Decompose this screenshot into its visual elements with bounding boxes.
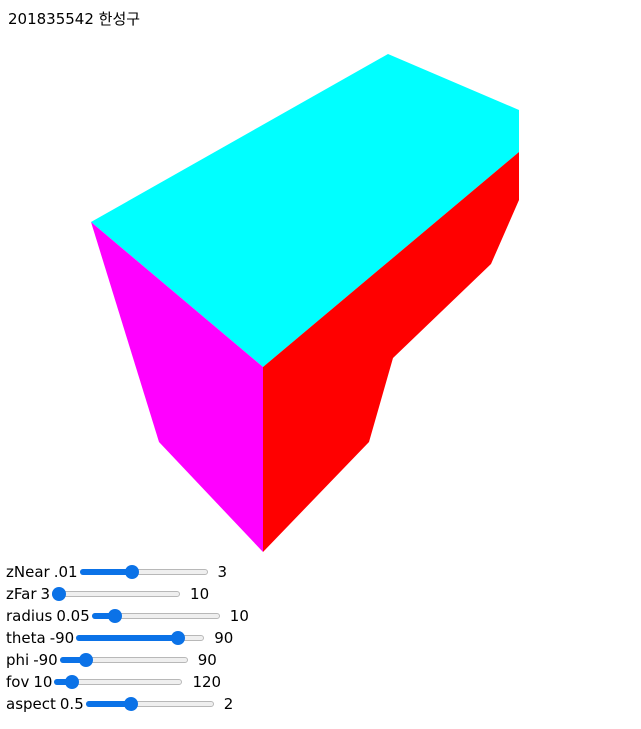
phi-slider[interactable] xyxy=(59,649,188,671)
right-face xyxy=(263,152,519,552)
aspect-slider-thumb[interactable] xyxy=(123,697,138,711)
aspect-min-label: 0.5 xyxy=(59,695,84,713)
fov-row: fov 10 120 xyxy=(6,671,249,693)
slider-controls: zNear .01 3 zFar 3 10 radius 0.05 10 the… xyxy=(6,561,249,715)
phi-min-label: -90 xyxy=(33,651,58,669)
radius-label: radius xyxy=(6,607,53,625)
fov-slider-thumb[interactable] xyxy=(64,675,79,689)
theta-min-label: -90 xyxy=(49,629,75,647)
fov-label: fov xyxy=(6,673,30,691)
znear-slider[interactable] xyxy=(79,561,208,583)
zfar-max-label: 10 xyxy=(190,585,210,603)
zfar-slider[interactable] xyxy=(52,583,181,605)
radius-slider-thumb[interactable] xyxy=(108,609,123,623)
fov-slider[interactable] xyxy=(54,671,183,693)
theta-max-label: 90 xyxy=(214,629,234,647)
aspect-slider[interactable] xyxy=(85,693,214,715)
aspect-label: aspect xyxy=(6,695,56,713)
phi-max-label: 90 xyxy=(197,651,217,669)
phi-row: phi -90 90 xyxy=(6,649,249,671)
radius-max-label: 10 xyxy=(229,607,249,625)
theta-slider-thumb[interactable] xyxy=(171,631,186,645)
fov-min-label: 10 xyxy=(33,673,53,691)
left-face xyxy=(91,222,263,552)
znear-max-label: 3 xyxy=(217,563,228,581)
znear-label: zNear xyxy=(6,563,50,581)
top-face xyxy=(91,54,519,367)
fov-max-label: 120 xyxy=(192,673,222,691)
theta-slider[interactable] xyxy=(76,627,205,649)
phi-label: phi xyxy=(6,651,30,669)
zfar-row: zFar 3 10 xyxy=(6,583,249,605)
theta-row: theta -90 90 xyxy=(6,627,249,649)
zfar-min-label: 3 xyxy=(40,585,51,603)
aspect-row: aspect 0.5 2 xyxy=(6,693,249,715)
aspect-max-label: 2 xyxy=(223,695,234,713)
radius-slider[interactable] xyxy=(91,605,220,627)
zfar-slider-thumb[interactable] xyxy=(52,587,67,601)
znear-row: zNear .01 3 xyxy=(6,561,249,583)
page-title: 201835542 한성구 xyxy=(8,10,141,28)
phi-slider-thumb[interactable] xyxy=(78,653,93,667)
radius-min-label: 0.05 xyxy=(56,607,90,625)
webgl-canvas xyxy=(91,54,519,552)
znear-slider-thumb[interactable] xyxy=(124,565,139,579)
radius-row: radius 0.05 10 xyxy=(6,605,249,627)
zfar-label: zFar xyxy=(6,585,37,603)
theta-label: theta xyxy=(6,629,46,647)
znear-min-label: .01 xyxy=(53,563,78,581)
